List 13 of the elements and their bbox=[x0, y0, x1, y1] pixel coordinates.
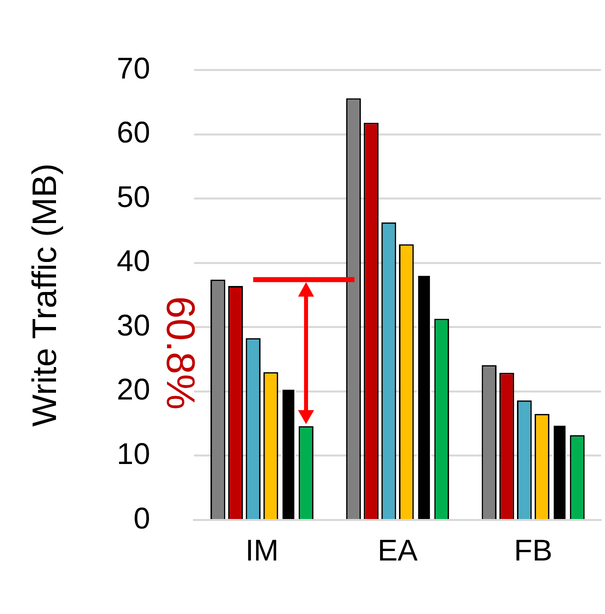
annotation: 60.8% bbox=[158, 296, 202, 410]
x-tick-label: FB bbox=[514, 534, 552, 568]
x-tick-label: IM bbox=[245, 534, 279, 568]
x-tick-label: EA bbox=[378, 534, 418, 568]
y-tick-label: 60 bbox=[116, 116, 150, 150]
y-tick-label: 50 bbox=[116, 180, 150, 214]
y-tick-label: 40 bbox=[116, 245, 150, 278]
y-tick-label: 0 bbox=[133, 502, 150, 536]
y-tick-label: 10 bbox=[116, 438, 150, 471]
y-tick-label: 30 bbox=[116, 309, 150, 342]
y-tick-label: 20 bbox=[116, 374, 150, 407]
y-tick-label: 70 bbox=[116, 52, 150, 86]
y-axis-title: Write Traffic (MB) bbox=[26, 163, 64, 427]
